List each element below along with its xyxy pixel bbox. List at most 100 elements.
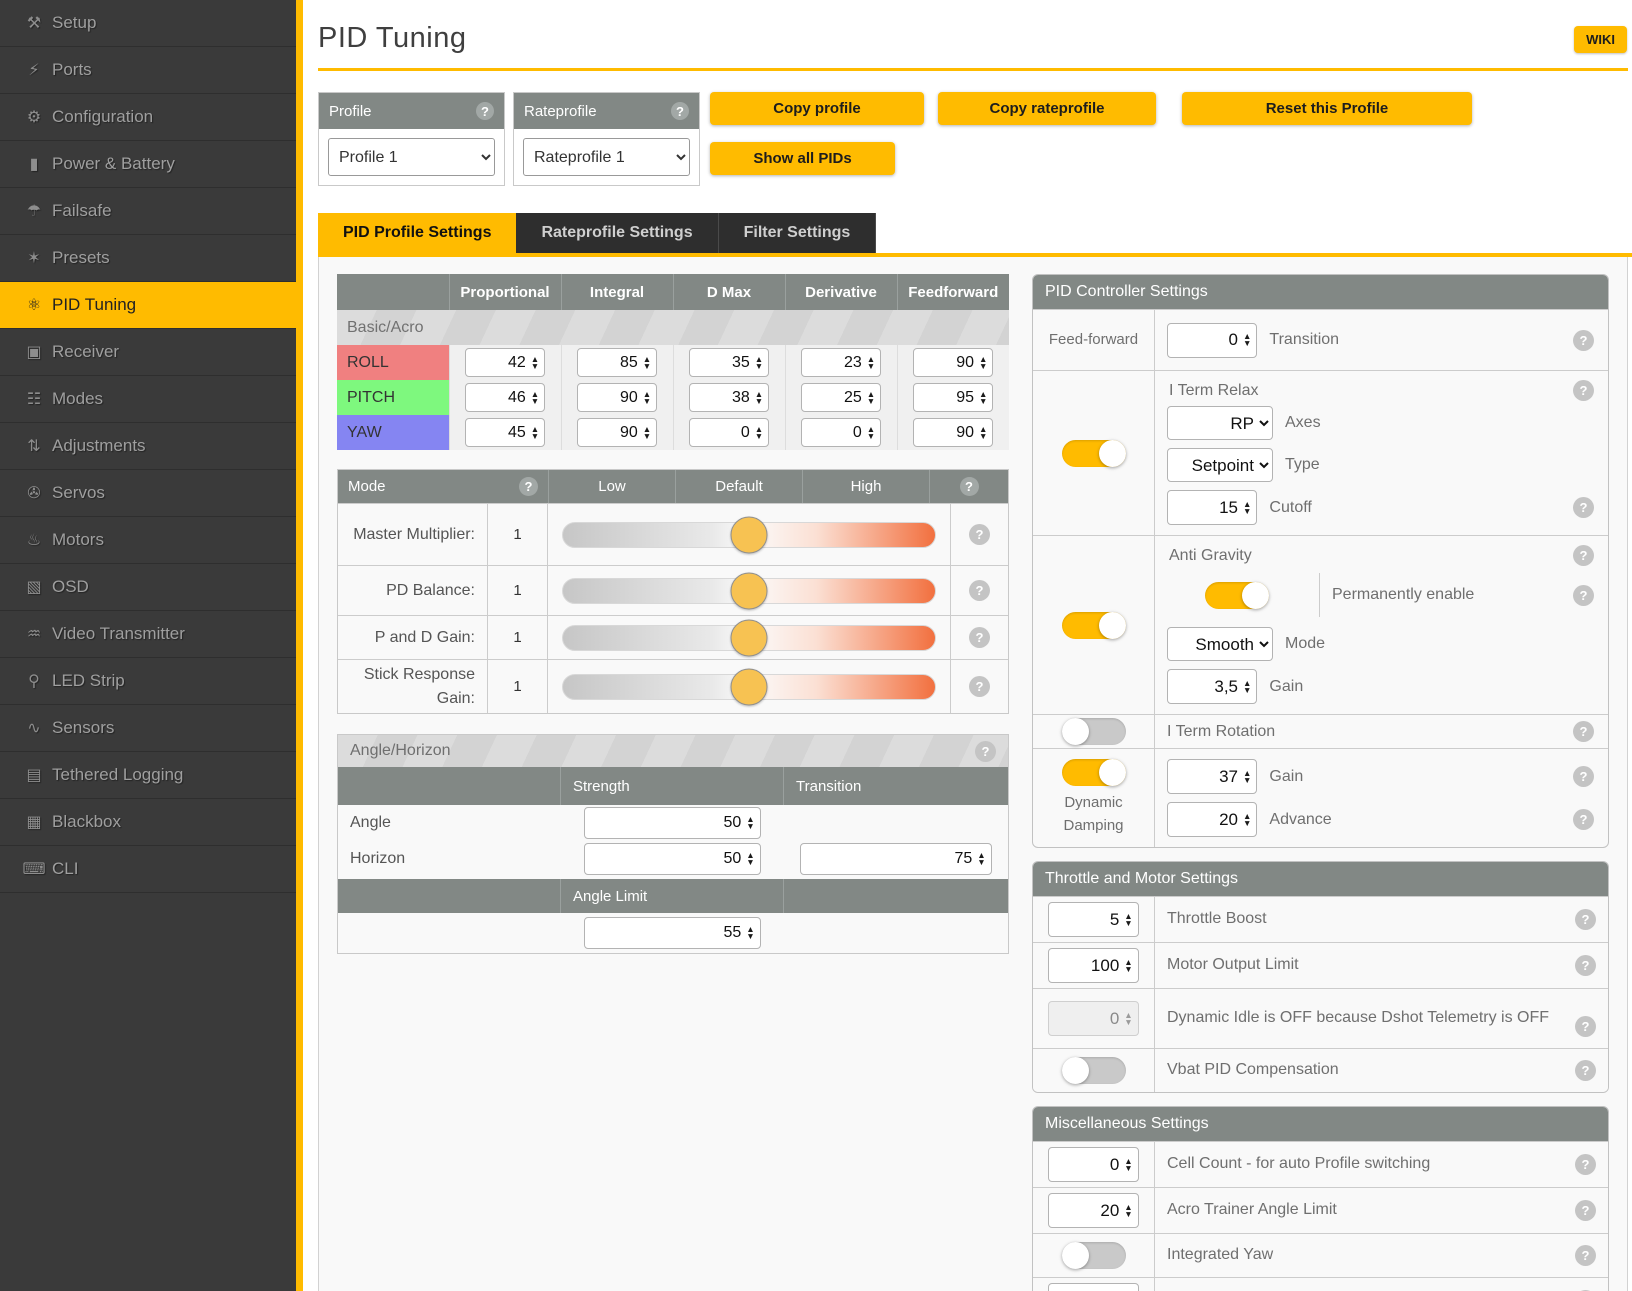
- rateprofile-select[interactable]: Rateprofile 1: [523, 138, 690, 176]
- master-multiplier-slider[interactable]: [562, 516, 936, 553]
- roll-p-input[interactable]: ▲▼: [464, 348, 546, 377]
- slider-knob[interactable]: [730, 619, 768, 656]
- stepper[interactable]: ▲ ▼: [746, 815, 755, 831]
- stepper[interactable]: ▲ ▼: [1124, 1201, 1133, 1219]
- step-up-icon[interactable]: ▲: [979, 423, 988, 434]
- help-icon[interactable]: ?: [1575, 1154, 1596, 1175]
- sidebar-item-setup[interactable]: ⚒ Setup: [0, 0, 296, 47]
- step-down-icon[interactable]: ▼: [530, 360, 540, 371]
- stepper[interactable]: ▲ ▼: [866, 423, 876, 441]
- pitch-p-input[interactable]: ▲▼: [464, 383, 546, 412]
- pitch-ff-input[interactable]: ▲▼: [913, 383, 994, 412]
- step-up-icon[interactable]: ▲: [530, 423, 540, 434]
- stepper[interactable]: ▲ ▼: [1124, 957, 1132, 973]
- sidebar-item-motors[interactable]: ♨ Motors: [0, 517, 296, 564]
- acro-trainer-angle-limit-input[interactable]: ▲▼: [1048, 1193, 1139, 1228]
- step-down-icon[interactable]: ▼: [754, 430, 764, 441]
- step-up-icon[interactable]: ▲: [1124, 1201, 1133, 1212]
- help-icon[interactable]: ?: [1573, 809, 1594, 830]
- help-icon[interactable]: ?: [1575, 909, 1596, 930]
- step-up-icon[interactable]: ▲: [1243, 498, 1252, 509]
- help-icon[interactable]: ?: [1575, 955, 1596, 976]
- vbat-pid-compensation-toggle[interactable]: [1061, 1057, 1126, 1084]
- step-down-icon[interactable]: ▼: [642, 395, 652, 406]
- tab-rateprofile-settings[interactable]: Rateprofile Settings: [516, 213, 719, 253]
- sidebar-item-configuration[interactable]: ⚙ Configuration: [0, 94, 296, 141]
- motor-output-limit-input[interactable]: ▲▼: [1048, 948, 1139, 983]
- stepper[interactable]: ▲ ▼: [754, 424, 764, 441]
- stepper[interactable]: ▲ ▼: [1243, 768, 1251, 784]
- step-down-icon[interactable]: ▼: [530, 395, 540, 406]
- sidebar-item-led-strip[interactable]: ⚲ LED Strip: [0, 658, 296, 705]
- help-icon[interactable]: ?: [476, 102, 494, 120]
- step-up-icon[interactable]: ▲: [866, 423, 876, 434]
- throttle-boost-input[interactable]: ▲▼: [1048, 902, 1139, 937]
- absolute-control-input[interactable]: ▲▼: [1048, 1283, 1139, 1291]
- step-up-icon[interactable]: ▲: [1124, 910, 1133, 921]
- sidebar-item-presets[interactable]: ✶ Presets: [0, 235, 296, 282]
- slider-knob[interactable]: [730, 516, 768, 553]
- horizon-transition-input[interactable]: ▲▼: [800, 843, 992, 875]
- anti-gravity-mode-select[interactable]: Smooth: [1167, 627, 1273, 661]
- dynamic-idle-input[interactable]: ▲▼: [1048, 1001, 1139, 1036]
- step-down-icon[interactable]: ▼: [746, 821, 755, 831]
- stepper[interactable]: ▲ ▼: [746, 924, 755, 941]
- step-up-icon[interactable]: ▲: [746, 850, 755, 860]
- show-all-pids-button[interactable]: Show all PIDs: [710, 142, 895, 175]
- step-down-icon[interactable]: ▼: [1124, 917, 1133, 928]
- yaw-d-input[interactable]: ▲▼: [800, 418, 882, 447]
- help-icon[interactable]: ?: [1573, 766, 1594, 787]
- wiki-button[interactable]: WIKI: [1574, 26, 1627, 53]
- iterm-rotation-toggle[interactable]: [1061, 718, 1126, 745]
- copy-profile-button[interactable]: Copy profile: [710, 92, 924, 125]
- help-icon[interactable]: ?: [1573, 380, 1594, 401]
- p-and-d-gain-slider[interactable]: [562, 619, 936, 656]
- stepper[interactable]: ▲ ▼: [979, 388, 988, 405]
- reset-profile-button[interactable]: Reset this Profile: [1182, 92, 1472, 125]
- stepper[interactable]: ▲ ▼: [530, 353, 540, 371]
- step-up-icon[interactable]: ▲: [754, 353, 764, 364]
- step-down-icon[interactable]: ▼: [979, 430, 988, 441]
- step-up-icon[interactable]: ▲: [530, 388, 540, 399]
- anti-gravity-toggle[interactable]: [1061, 611, 1126, 639]
- sidebar-item-pid-tuning[interactable]: ⚛ PID Tuning: [0, 282, 296, 329]
- sidebar-item-failsafe[interactable]: ☂ Failsafe: [0, 188, 296, 235]
- roll-i-input[interactable]: ▲▼: [576, 348, 658, 377]
- help-icon[interactable]: ?: [1575, 1060, 1596, 1081]
- step-down-icon[interactable]: ▼: [1243, 338, 1252, 348]
- step-down-icon[interactable]: ▼: [754, 395, 764, 406]
- dynamic-damping-toggle[interactable]: [1061, 759, 1126, 786]
- yaw-i-input[interactable]: ▲▼: [576, 418, 658, 447]
- iterm-relax-type-select[interactable]: Setpoint: [1167, 448, 1273, 482]
- pd-balance-slider[interactable]: [562, 572, 936, 609]
- roll-ff-input[interactable]: ▲▼: [913, 348, 994, 377]
- step-down-icon[interactable]: ▼: [979, 360, 988, 371]
- feedforward-transition-input[interactable]: ▲▼: [1167, 322, 1258, 358]
- iterm-relax-axes-select[interactable]: RP: [1167, 406, 1273, 440]
- stepper[interactable]: ▲ ▼: [1243, 810, 1252, 827]
- help-icon[interactable]: ?: [1573, 329, 1594, 351]
- step-down-icon[interactable]: ▼: [1124, 1208, 1133, 1219]
- help-icon[interactable]: ?: [959, 477, 979, 496]
- sidebar-item-sensors[interactable]: ∿ Sensors: [0, 705, 296, 752]
- help-icon[interactable]: ?: [969, 627, 990, 648]
- step-up-icon[interactable]: ▲: [1243, 810, 1252, 821]
- stepper[interactable]: ▲ ▼: [530, 388, 540, 406]
- step-down-icon[interactable]: ▼: [1243, 505, 1252, 516]
- step-up-icon[interactable]: ▲: [642, 353, 652, 364]
- step-down-icon[interactable]: ▼: [1243, 684, 1252, 695]
- step-down-icon[interactable]: ▼: [746, 931, 755, 941]
- sidebar-item-servos[interactable]: ✇ Servos: [0, 470, 296, 517]
- pitch-dmax-input[interactable]: ▲▼: [688, 383, 770, 412]
- step-up-icon[interactable]: ▲: [866, 353, 876, 364]
- stick-response-gain-slider[interactable]: [562, 668, 936, 705]
- step-up-icon[interactable]: ▲: [979, 388, 988, 399]
- step-down-icon[interactable]: ▼: [754, 360, 764, 371]
- step-down-icon[interactable]: ▼: [977, 857, 986, 867]
- step-up-icon[interactable]: ▲: [746, 924, 755, 934]
- tab-filter-settings[interactable]: Filter Settings: [718, 213, 877, 253]
- step-up-icon[interactable]: ▲: [530, 353, 540, 364]
- profile-select[interactable]: Profile 1: [328, 138, 495, 176]
- step-down-icon[interactable]: ▼: [866, 430, 876, 441]
- angle-limit-input[interactable]: ▲▼: [584, 917, 761, 949]
